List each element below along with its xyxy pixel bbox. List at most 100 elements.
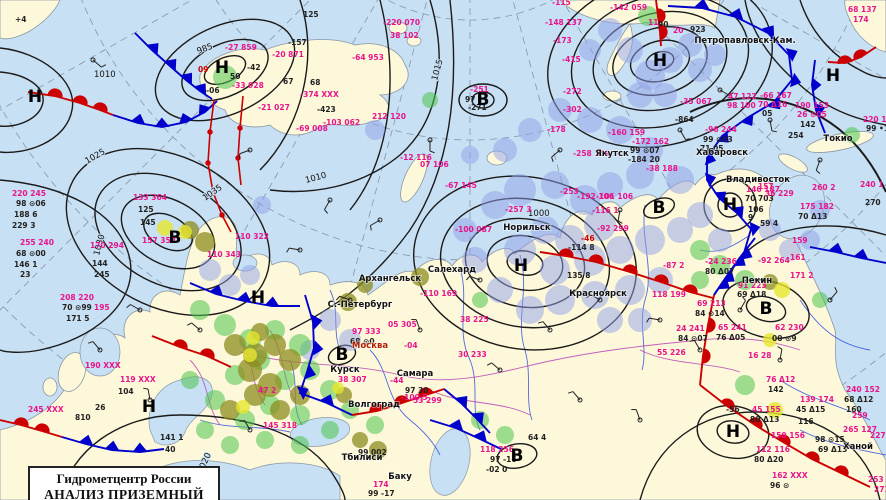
city-label: Красноярск xyxy=(569,289,627,299)
pressure-center-high: В xyxy=(653,198,666,218)
station-value: 110 343 xyxy=(207,250,241,259)
station-value: -110 169 xyxy=(420,289,457,298)
station-value: 133 364 xyxy=(133,193,167,202)
station-value: 253 147 xyxy=(868,475,886,484)
station-value: -116 1 xyxy=(592,206,619,215)
snow-area xyxy=(339,329,361,351)
snow-area xyxy=(453,218,477,242)
station-value: 30 233 xyxy=(458,350,487,359)
station-value: -56 xyxy=(726,405,740,414)
warm-front xyxy=(699,384,871,488)
snow-area xyxy=(461,146,479,164)
station-value: -100 087 xyxy=(455,225,492,234)
snow-area xyxy=(626,161,654,189)
station-value: 145 318 xyxy=(263,421,297,430)
station-plot-symbol xyxy=(737,296,746,313)
station-value: 45 155 xyxy=(752,405,781,414)
pressure-center-low: Н xyxy=(215,58,229,78)
island-svalbard xyxy=(388,21,408,35)
station-value: 188 6 xyxy=(14,210,38,219)
fog-area xyxy=(279,349,301,371)
island-svalbard-2 xyxy=(406,35,422,47)
city-label: Петропавловск-Кам. xyxy=(694,36,795,46)
snow-area xyxy=(548,98,572,122)
snow-area xyxy=(555,225,585,255)
station-value: 91 223 xyxy=(738,281,767,290)
station-value: -115 xyxy=(552,0,571,7)
cold-front xyxy=(809,242,886,264)
station-value: -258 109 xyxy=(573,149,610,158)
station-value: 142 xyxy=(800,120,816,129)
snow-area xyxy=(657,47,683,73)
station-value: +4 xyxy=(15,15,27,24)
station-value: -178 xyxy=(547,125,566,134)
rain-area xyxy=(472,292,488,308)
station-value: 97 30 xyxy=(405,386,429,395)
snow-area xyxy=(240,265,260,285)
snow-area xyxy=(800,230,820,250)
station-value: 99 •16 xyxy=(866,124,886,133)
station-value: -374 XXX xyxy=(300,90,339,99)
station-plot-symbol xyxy=(568,391,583,403)
city-label: С.-Петербург xyxy=(328,299,393,310)
station-value: 229 3 xyxy=(12,221,36,230)
station-value: 53 299 xyxy=(413,396,442,405)
station-value: 270 xyxy=(865,198,881,207)
station-value: 141 1 xyxy=(160,433,184,442)
snow-area xyxy=(570,185,600,215)
station-value: -27 859 xyxy=(225,43,257,52)
cold-front xyxy=(112,100,218,128)
station-value: -864 xyxy=(675,115,694,124)
station-value: 05 305 xyxy=(388,320,417,329)
station-value: 47 122 xyxy=(728,92,757,101)
snow-area xyxy=(199,259,221,281)
station-value: -38 188 xyxy=(646,164,678,173)
rain-area xyxy=(844,127,860,143)
station-value: 20 xyxy=(673,26,683,35)
mist-area xyxy=(774,282,790,298)
city-label: Пекин xyxy=(742,276,773,286)
station-value-layer: -27 859 -20 871 -64 953 -33 928 -21 027 -374 … xyxy=(12,0,886,498)
snow-area xyxy=(598,18,622,42)
station-value: 175 182 xyxy=(800,202,834,211)
station-value: 160 xyxy=(846,405,862,414)
agency-name: Гидрометцентр России xyxy=(56,471,192,486)
warm-front xyxy=(699,294,716,386)
snow-area xyxy=(487,277,513,303)
station-value: 98 ⊙15 xyxy=(815,435,845,444)
station-value: 69 Δ13 xyxy=(818,445,847,454)
station-value: 170 294 xyxy=(90,241,124,250)
snow-area xyxy=(606,236,634,264)
snow-area xyxy=(635,225,665,255)
station-value: 116 xyxy=(798,417,814,426)
warm-front xyxy=(827,46,877,65)
station-value: 240 152 xyxy=(846,385,880,394)
station-value: 162 XXX xyxy=(772,471,808,480)
station-value: 50 xyxy=(230,72,240,81)
pressure-center-layer: Н Н Н Н Н Н Н Н Н В В В В В В xyxy=(28,51,840,466)
station-value: 135 8 xyxy=(567,271,591,280)
snow-area xyxy=(584,209,616,241)
analysis-type-label: АНАЛИЗ ПРИЗЕМНЫЙ xyxy=(44,487,204,500)
station-value: -148 137 xyxy=(545,18,582,27)
station-value: -220 070 xyxy=(383,18,420,27)
station-value: 69 213 xyxy=(697,299,726,308)
landmass-greenland xyxy=(0,0,61,40)
station-value: -192 106 xyxy=(577,192,614,201)
station-value: -272 xyxy=(563,87,582,96)
station-plot-symbol xyxy=(335,295,353,303)
station-value: 923 xyxy=(690,25,706,34)
station-value: -415 xyxy=(562,55,581,64)
fog-area xyxy=(270,400,290,420)
rain-area xyxy=(735,375,755,395)
cold-front xyxy=(189,282,300,307)
station-value: -302 xyxy=(563,105,582,114)
landmass-alaska xyxy=(844,0,886,53)
trough-front xyxy=(205,99,232,233)
pressure-center-low: Н xyxy=(653,51,667,71)
station-value: 55 226 xyxy=(657,348,686,357)
pressure-center-high: В xyxy=(477,90,490,110)
station-value: 38 102 xyxy=(390,31,419,40)
rain-area xyxy=(181,371,199,389)
snow-area xyxy=(687,202,713,228)
